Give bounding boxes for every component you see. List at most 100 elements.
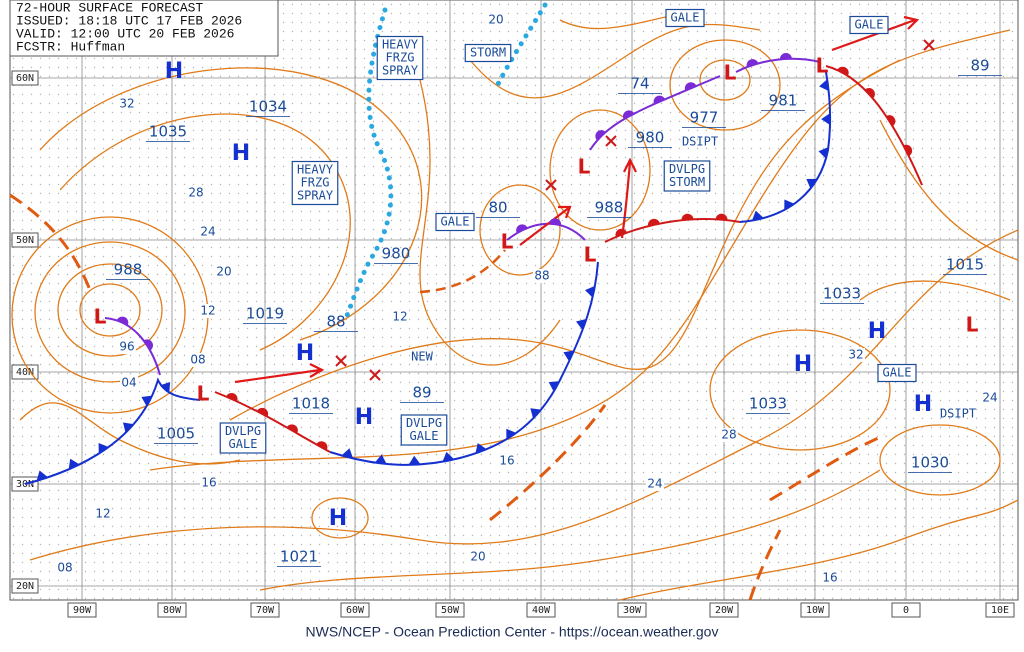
- isobar-label: 08: [57, 561, 72, 575]
- low-symbol: L: [584, 243, 597, 267]
- pressure-underline: [761, 110, 805, 111]
- low-symbol: L: [578, 155, 591, 179]
- front-symbol: [442, 451, 455, 462]
- pressure-value: 89: [412, 384, 431, 402]
- isobar-label: 28: [188, 186, 203, 200]
- front-symbol: [819, 79, 829, 92]
- longitude-tag: [985, 602, 1015, 618]
- isobar-label: 12: [392, 310, 407, 324]
- low-symbol: L: [94, 305, 107, 329]
- isobar-label-bg: [487, 13, 505, 27]
- longitude-label: 30W: [623, 605, 642, 616]
- pressure-underline: [146, 141, 190, 142]
- front-symbol: [563, 350, 575, 362]
- isobar-label-bg: [189, 353, 207, 367]
- isobar-label: 04: [121, 376, 136, 390]
- front-symbol: [779, 52, 792, 60]
- warning-text: HEAVY: [297, 163, 334, 177]
- warning-text: FRZG: [301, 176, 330, 190]
- latitude-label: 50N: [16, 235, 34, 246]
- footer: NWS/NCEP - Ocean Prediction Center - htt…: [306, 624, 719, 640]
- pressure-value: 988: [595, 199, 624, 217]
- front-symbol: [615, 228, 628, 237]
- latitude-label: 40N: [16, 367, 34, 378]
- isobar-label-bg: [498, 454, 516, 468]
- warning-box: [464, 43, 512, 63]
- warning-box: [376, 35, 424, 81]
- longitude-label: 80W: [163, 605, 182, 616]
- front-symbol: [821, 113, 831, 126]
- pressure-underline: [106, 279, 150, 280]
- longitude-label: 40W: [532, 605, 551, 616]
- high-symbol: H: [794, 352, 812, 377]
- pressure-value: 80: [488, 199, 507, 217]
- warning-box: [665, 8, 705, 28]
- front-symbol: [585, 285, 595, 298]
- pressure-value: 1005: [157, 425, 195, 443]
- pressure-underline: [820, 303, 864, 304]
- longitude-tag: [800, 602, 830, 618]
- pressure-value: 1033: [749, 395, 787, 413]
- isobar-label-bg: [847, 348, 865, 362]
- front-symbol: [116, 316, 129, 326]
- front-symbol: [548, 381, 560, 392]
- isobar-label: 12: [200, 304, 215, 318]
- warning-text: SPRAY: [382, 64, 419, 78]
- front-symbol: [341, 448, 354, 459]
- header-line: FCSTR: Huffman: [16, 39, 125, 54]
- latitude-label: 60N: [16, 73, 34, 84]
- isobar-label-bg: [56, 561, 74, 575]
- header-line: VALID: 12:00 UTC 20 FEB 2026: [16, 26, 234, 41]
- front-symbol: [653, 95, 666, 105]
- pressure-value: 1019: [246, 305, 284, 323]
- longitude-tag: [709, 602, 739, 618]
- warning-text: GALE: [855, 18, 884, 32]
- header-line: 72-HOUR SURFACE FORECAST: [16, 0, 203, 15]
- front-symbol: [408, 455, 421, 466]
- pressure-value: 988: [114, 261, 143, 279]
- front-symbol: [549, 218, 562, 226]
- isobar-label-bg: [118, 340, 136, 354]
- front-symbol: [837, 66, 849, 76]
- pressure-value: 1021: [280, 548, 318, 566]
- front-symbol: [903, 144, 913, 157]
- front-symbol: [316, 441, 328, 451]
- front-symbol: [123, 422, 134, 433]
- warning-text: GALE: [671, 11, 700, 25]
- isobar-label-bg: [533, 269, 551, 283]
- low-symbol: L: [197, 382, 210, 406]
- front-symbol: [159, 381, 171, 393]
- warning-text: FRZG: [386, 51, 415, 65]
- pressure-value: 977: [690, 109, 719, 127]
- longitude-label: 60W: [346, 605, 365, 616]
- high-symbol: H: [296, 341, 314, 366]
- front-symbol: [141, 395, 153, 407]
- warning-box: [849, 15, 889, 35]
- pressure-underline: [943, 274, 987, 275]
- front-symbol: [143, 339, 153, 351]
- header-line: ISSUED: 18:18 UTC 17 FEB 2026: [16, 13, 242, 28]
- annotation: DSIPT: [682, 135, 718, 149]
- low-symbol: L: [724, 61, 737, 85]
- isobar-label: 96: [119, 340, 134, 354]
- front-symbol: [784, 199, 795, 211]
- front-symbol: [506, 428, 517, 440]
- front-symbol: [684, 82, 697, 91]
- isobar-label-bg: [120, 376, 138, 390]
- pressure-underline: [908, 472, 952, 473]
- latitude-tag: [11, 578, 39, 594]
- front-symbol: [864, 88, 875, 99]
- longitude-tag: [526, 602, 556, 618]
- longitude-tag: [617, 602, 647, 618]
- isobar-label-bg: [118, 97, 136, 111]
- longitude-label: 90W: [73, 605, 92, 616]
- high-symbol: H: [355, 405, 373, 430]
- high-symbol: H: [868, 319, 886, 344]
- warning-text: DVLPG: [225, 424, 261, 438]
- pressure-underline: [246, 116, 290, 117]
- warning-text: DVLPG: [669, 162, 705, 176]
- pressure-underline: [374, 263, 418, 264]
- isobar-label-bg: [200, 476, 218, 490]
